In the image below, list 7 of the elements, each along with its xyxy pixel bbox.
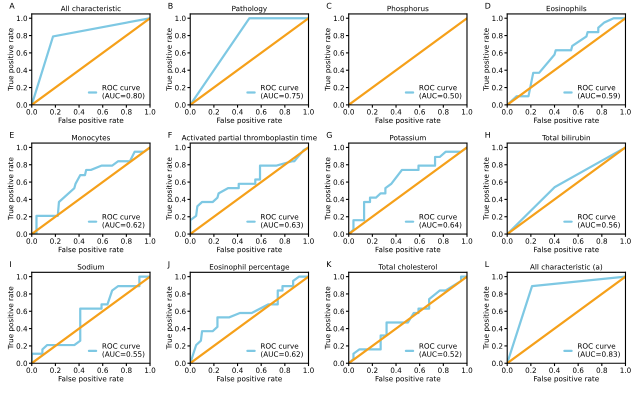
line-series: [32, 276, 150, 364]
line-series: [32, 146, 150, 234]
line-series: [507, 17, 626, 105]
line-series: [190, 276, 309, 364]
line-series: [348, 276, 467, 364]
line-series: [348, 146, 467, 234]
line-series: [190, 146, 309, 234]
